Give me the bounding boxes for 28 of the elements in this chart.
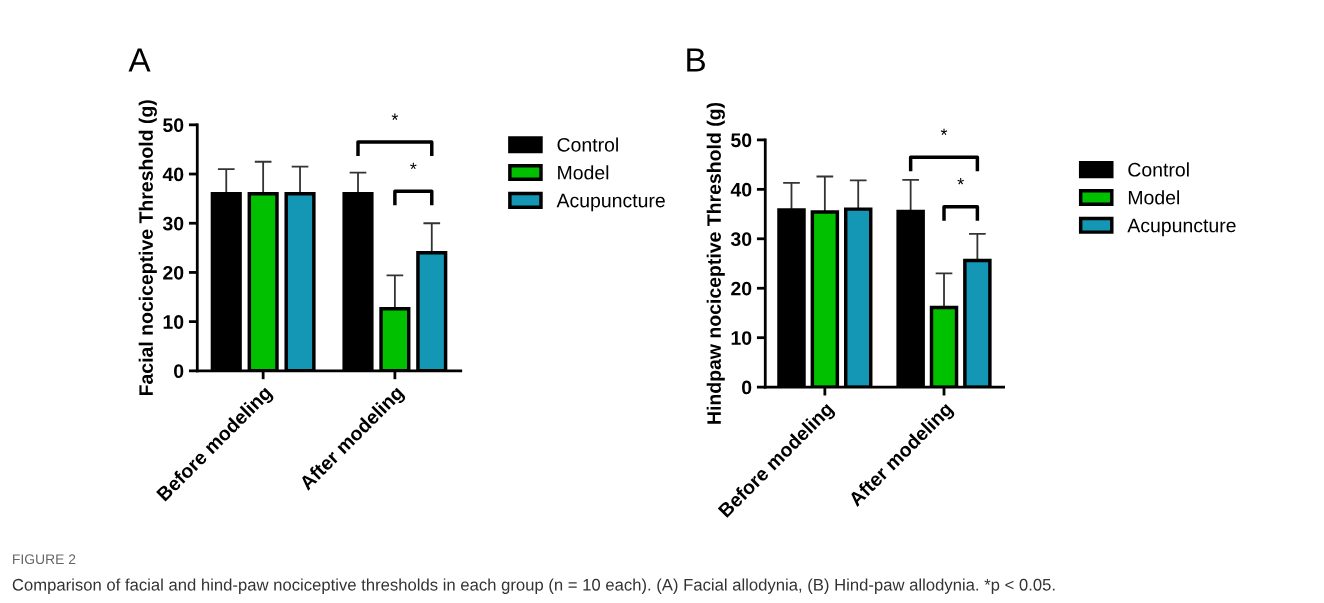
legend-label: Acupuncture	[1127, 218, 1236, 237]
y-tick-label: 50	[163, 118, 184, 133]
y-tick-label: 50	[731, 133, 752, 148]
legend-label: Model	[1128, 190, 1179, 205]
caption: FIGURE 2	[13, 554, 76, 565]
text: *	[940, 128, 948, 136]
legend-label: Control	[557, 137, 618, 152]
y-tick-label: 20	[163, 265, 184, 280]
y-tick-label: 30	[162, 216, 184, 231]
text: Comparison of facial and hind-paw nociceptive thresholds in each group (n = 10 each). (A) Facial allodynia, (B) Hind-paw allodynia. *p < 0.05.	[12, 578, 1055, 594]
annotation: *	[957, 178, 964, 185]
y-tick-label: 0	[174, 364, 184, 379]
y-tick-label: 10	[163, 315, 184, 329]
y-tick-label: 20	[731, 281, 752, 296]
annotation: *	[410, 162, 417, 170]
legend-label: Acupuncture	[556, 193, 665, 212]
text: *	[391, 113, 399, 120]
chart-title: B	[687, 48, 705, 72]
y-tick-label: 40	[730, 182, 752, 197]
y-axis-title: Facial nociceptive Threshold (g)	[138, 100, 157, 396]
legend-label: Control	[1128, 162, 1189, 177]
y-tick-label: 0	[742, 380, 752, 395]
y-tick-label: 10	[731, 331, 752, 345]
y-axis-title: Hindpaw nociceptive Threshold (g)	[706, 102, 725, 424]
y-tick-label: 30	[730, 232, 752, 247]
legend-label: Model	[558, 165, 609, 180]
chart-title: A	[128, 48, 151, 72]
y-tick-label: 40	[162, 167, 184, 182]
